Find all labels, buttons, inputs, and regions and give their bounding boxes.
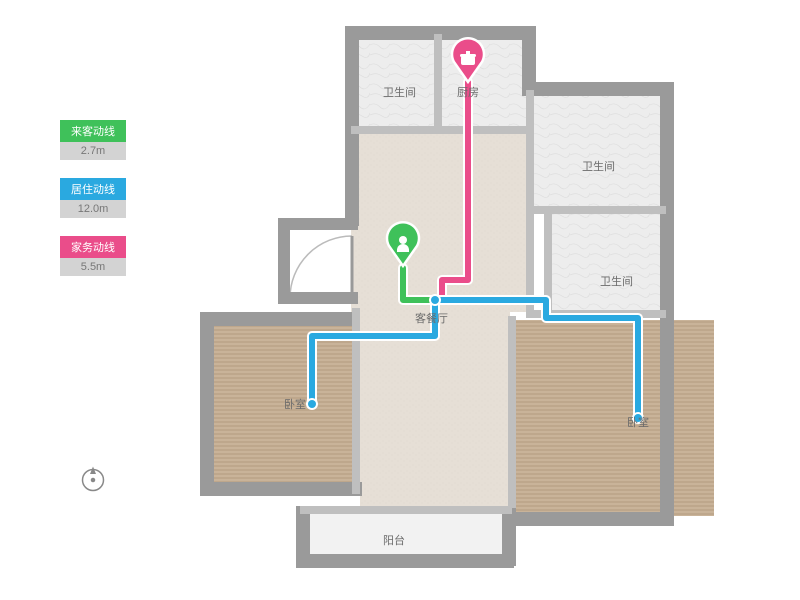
- legend-title-chore: 家务动线: [60, 236, 126, 258]
- compass-icon: [78, 465, 108, 495]
- outer-wall: [296, 506, 310, 566]
- inner-wall: [434, 34, 442, 130]
- endpoint-dot: [431, 296, 439, 304]
- room-wc-right-upper: [534, 90, 664, 208]
- room-label-kitchen: 厨房: [457, 84, 479, 100]
- outer-wall: [278, 292, 358, 304]
- outer-wall: [522, 82, 672, 96]
- legend-value-living: 12.0m: [60, 200, 126, 218]
- outer-wall: [278, 218, 290, 298]
- inner-wall: [526, 90, 534, 316]
- outer-wall: [200, 312, 360, 326]
- outer-wall: [516, 512, 674, 526]
- door-arc-icon: [290, 236, 352, 298]
- outer-wall: [200, 312, 214, 496]
- floorplan-diagram: 卫生间厨房卫生间卫生间客餐厅卧室卧室阳台: [190, 20, 730, 580]
- legend-value-chore: 5.5m: [60, 258, 126, 276]
- room-label-wc-right-upper: 卫生间: [582, 158, 615, 174]
- inner-wall: [300, 506, 512, 514]
- room-bedroom-left: [208, 320, 358, 488]
- room-label-wc-right-lower: 卫生间: [600, 273, 633, 289]
- room-label-bedroom-right: 卧室: [627, 414, 649, 430]
- outer-wall: [200, 482, 362, 496]
- legend-value-guest: 2.7m: [60, 142, 126, 160]
- inner-wall: [508, 316, 516, 508]
- inner-wall: [351, 126, 531, 134]
- legend-item-guest: 来客动线 2.7m: [60, 120, 126, 160]
- room-bedroom-right: [516, 320, 714, 516]
- outer-wall: [296, 554, 514, 568]
- legend-title-guest: 来客动线: [60, 120, 126, 142]
- outer-wall: [660, 82, 674, 522]
- legend-panel: 来客动线 2.7m 居住动线 12.0m 家务动线 5.5m: [60, 120, 126, 276]
- room-wc-right-lower: [550, 213, 663, 313]
- room-label-living: 客餐厅: [415, 310, 448, 326]
- legend-item-chore: 家务动线 5.5m: [60, 236, 126, 276]
- room-wc-top-left: [351, 31, 436, 129]
- endpoint-dot: [308, 400, 316, 408]
- room-label-balcony: 阳台: [383, 532, 405, 548]
- room-label-wc-top-left: 卫生间: [383, 84, 416, 100]
- legend-item-living: 居住动线 12.0m: [60, 178, 126, 218]
- outer-wall: [522, 26, 536, 86]
- legend-title-living: 居住动线: [60, 178, 126, 200]
- room-label-bedroom-left: 卧室: [284, 396, 306, 412]
